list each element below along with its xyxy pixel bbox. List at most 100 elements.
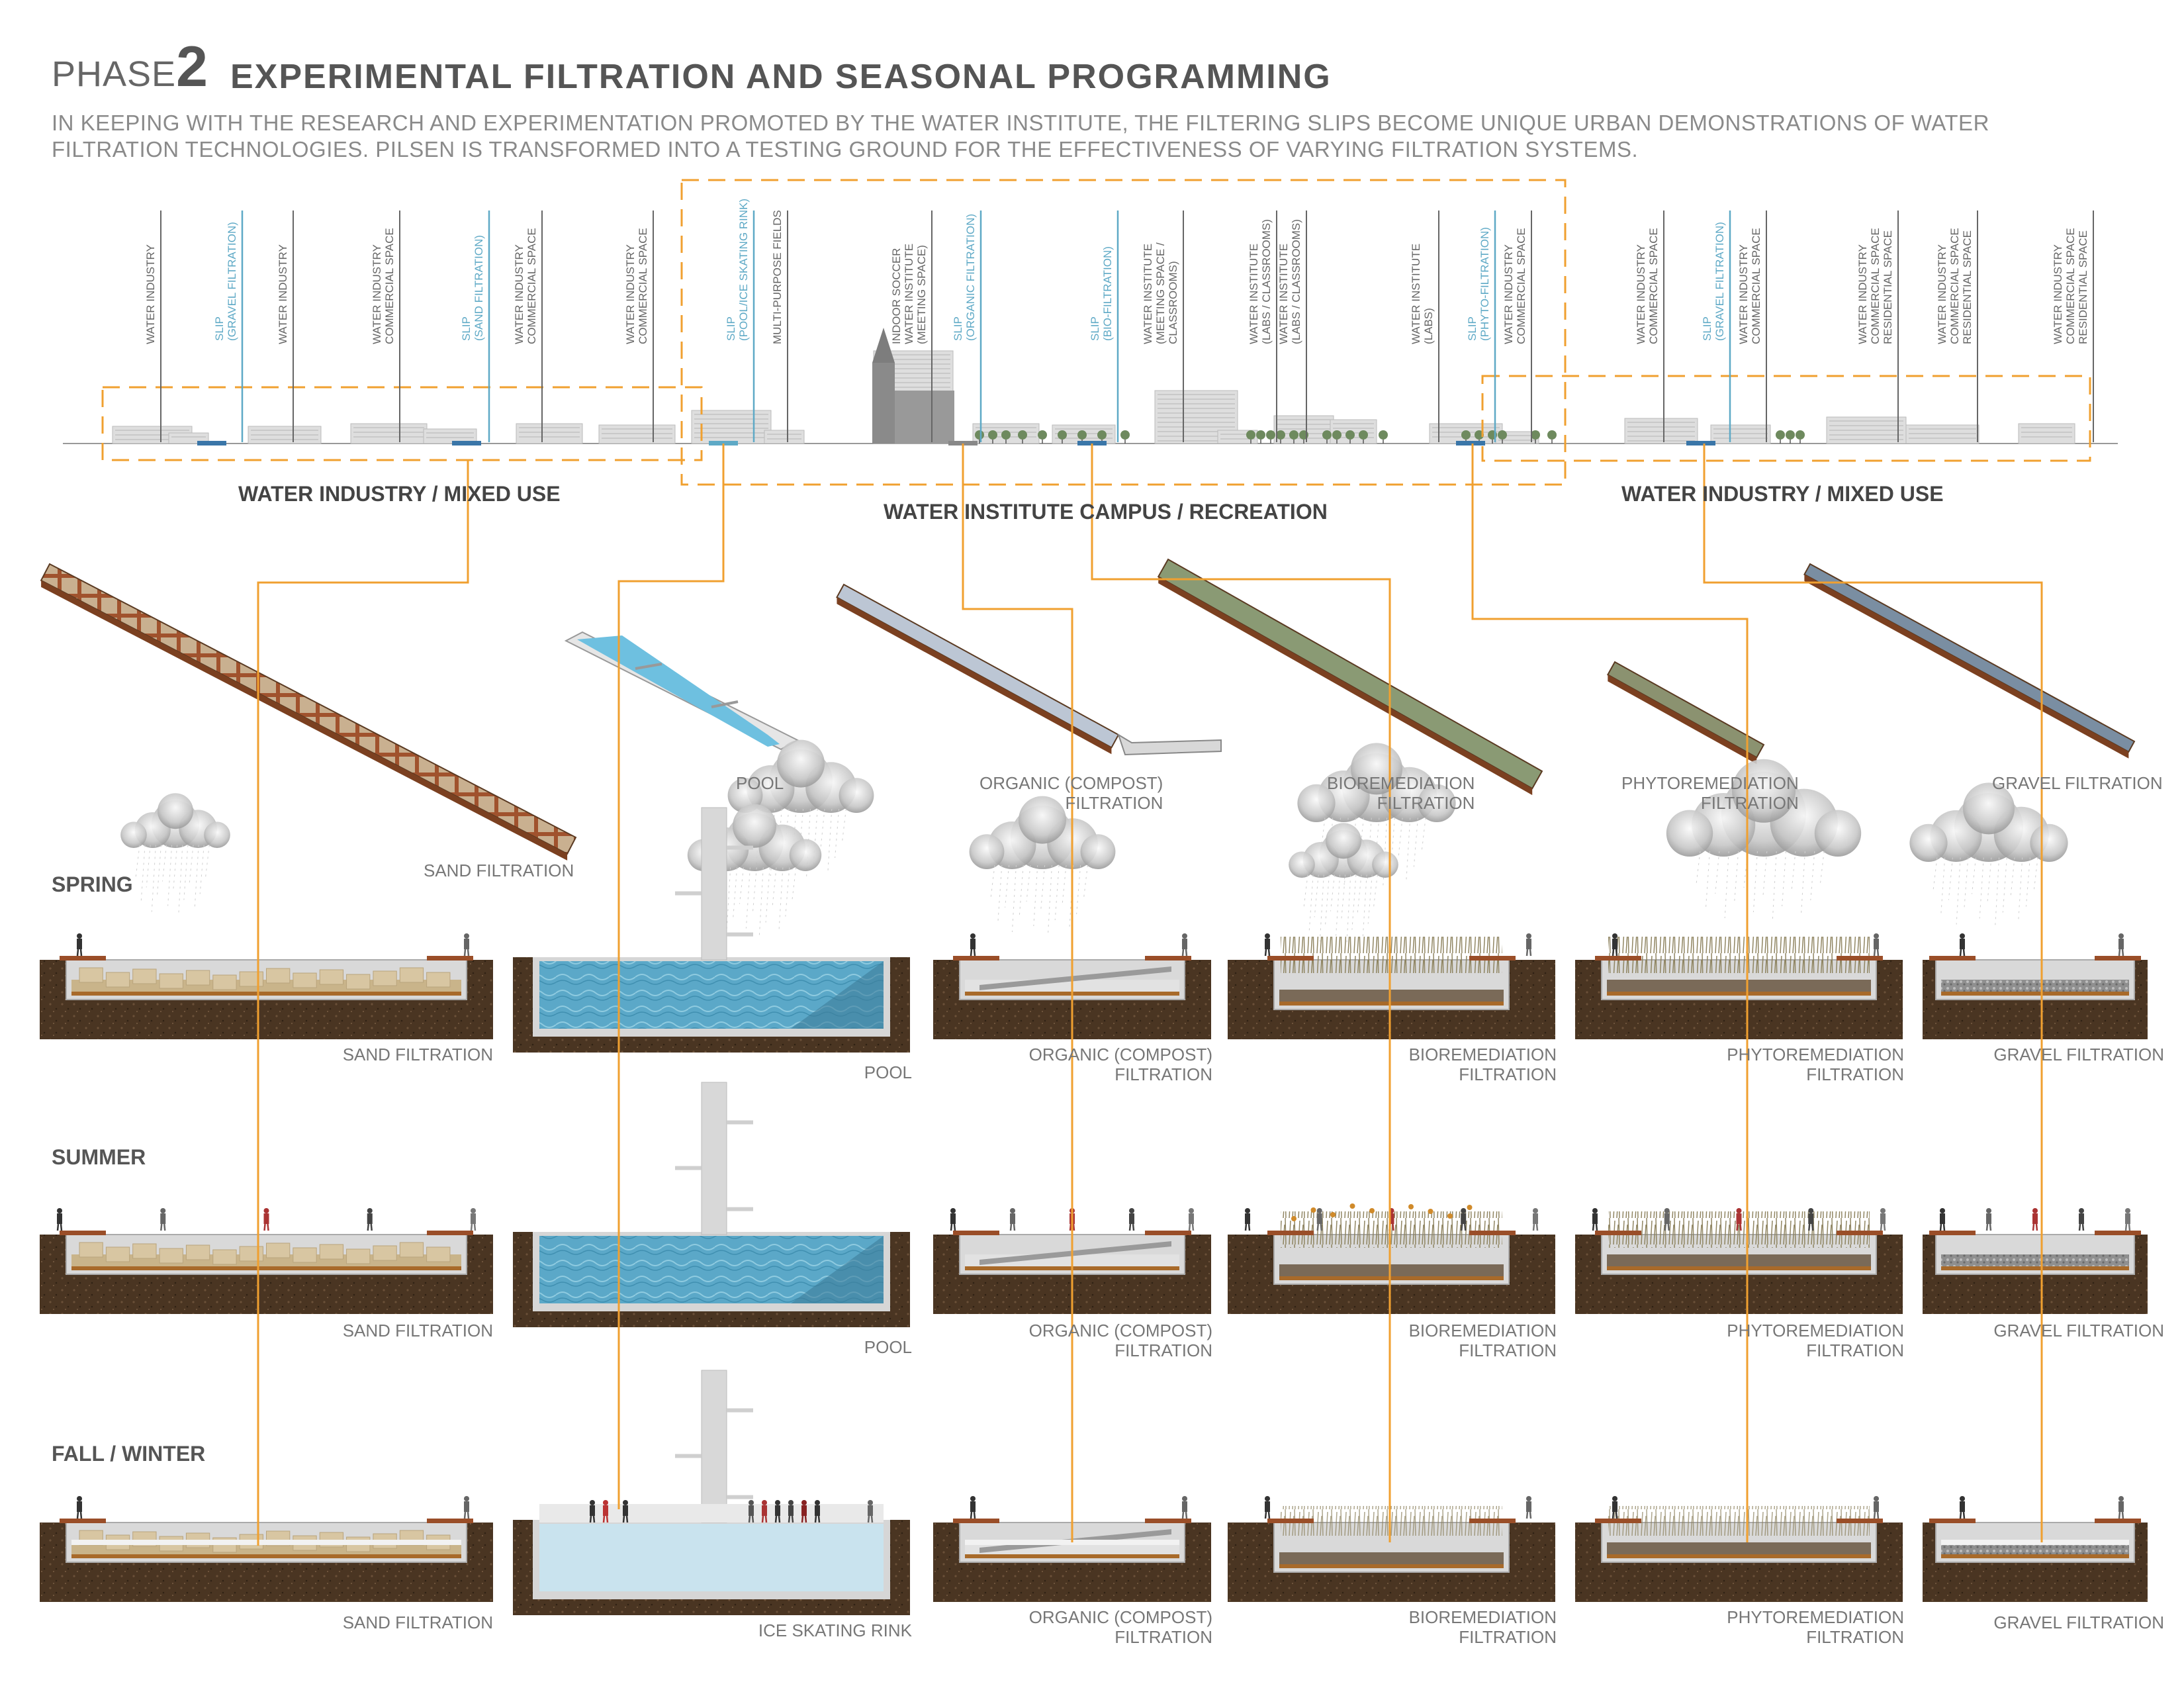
person-figure (367, 1208, 373, 1213)
person-figure-body (471, 1213, 476, 1224)
person-figure (2079, 1208, 2084, 1213)
person-figure-leg (1072, 1223, 1075, 1231)
sand-filter-module (266, 1243, 291, 1258)
section-caption: SAND FILTRATION (342, 1613, 493, 1632)
person-figure-body (1265, 1501, 1270, 1512)
drainage-layer (1279, 1276, 1504, 1280)
steel-edge-plate (953, 1231, 999, 1235)
zone-title-right: WATER INDUSTRY / MIXED USE (1621, 482, 1944, 506)
slip-label: SLIP (GRAVEL FILTRATION) (1701, 222, 1726, 341)
section-caption: GRAVEL FILTRATION (1993, 1613, 2164, 1632)
person-figure-body (749, 1505, 754, 1516)
person-figure-leg (1248, 1223, 1251, 1231)
steel-edge-plate (427, 1231, 473, 1235)
diving-tower (701, 807, 727, 961)
site-slip-marker (1686, 441, 1715, 445)
site-building (350, 423, 428, 444)
section-gravel-spring (1923, 933, 2148, 1039)
person-figure-leg (267, 1223, 269, 1231)
person-figure-body (160, 1213, 166, 1224)
section-caption: SAND FILTRATION (342, 1321, 493, 1340)
steel-edge-plate (1267, 1231, 1314, 1235)
phase-label: PHASE2 (52, 34, 208, 100)
filter-media-layer (1607, 1542, 1871, 1556)
person-figure-body (970, 1501, 976, 1512)
sand-filter-module (346, 1248, 371, 1264)
person-figure-leg (1392, 1223, 1394, 1231)
person-figure-body (1010, 1213, 1015, 1224)
person-figure-leg (1069, 1223, 1072, 1231)
building-label: WATER INDUSTRY COMMERCIAL SPACE (371, 228, 396, 344)
person-figure-leg (970, 1511, 973, 1519)
remediation-planting (1608, 1506, 1870, 1536)
steel-edge-plate (1837, 1231, 1883, 1235)
building-label: MULTI-PURPOSE FIELDS (771, 210, 784, 344)
steel-edge-plate (2095, 956, 2141, 961)
sand-filter-module (79, 967, 103, 983)
section-caption: ORGANIC (COMPOST) FILTRATION (1028, 1607, 1212, 1647)
person-figure-leg (1612, 949, 1615, 957)
building-label: WATER INDUSTRY COMMERCIAL SPACE (1635, 228, 1660, 344)
drainage-layer (71, 1266, 461, 1270)
person-figure-body (1960, 1501, 1965, 1512)
section-gravel-summer (1923, 1208, 2148, 1314)
sand-filter-module (132, 968, 157, 984)
steel-edge-plate (1469, 956, 1516, 961)
site-tree (1097, 430, 1107, 440)
person-figure (868, 1500, 873, 1505)
site-tree (1776, 430, 1785, 440)
section-pool-summer (513, 1082, 910, 1327)
steel-edge-plate (2095, 1519, 2141, 1523)
person-figure (263, 1208, 269, 1213)
person-figure-body (1808, 1213, 1814, 1224)
person-figure (1245, 1208, 1250, 1213)
person-figure-body (2032, 1213, 2038, 1224)
person-figure-body (1960, 939, 1965, 949)
person-figure-leg (1320, 1223, 1322, 1231)
site-slip-marker (709, 441, 738, 445)
slip-label: SLIP (SAND FILTRATION) (460, 235, 485, 341)
site-tree (1322, 430, 1332, 440)
sand-filter-module (212, 974, 237, 990)
steel-edge-plate (60, 956, 106, 961)
person-figure-leg (791, 1515, 794, 1523)
person-figure-leg (163, 1223, 166, 1231)
site-tree (1018, 430, 1027, 440)
section-pool-spring (513, 807, 910, 1053)
slip-label: SLIP (ORGANIC FILTRATION) (952, 213, 977, 341)
steel-edge-plate (1837, 1519, 1883, 1523)
person-figure (970, 933, 976, 939)
person-figure-body (1526, 1501, 1531, 1512)
person-figure-body (1736, 1213, 1742, 1224)
sand-filter-module (293, 1247, 317, 1263)
person-figure-body (1245, 1213, 1250, 1224)
person-figure (590, 1500, 595, 1505)
person-figure-body (868, 1505, 873, 1516)
person-figure-body (1612, 939, 1617, 949)
drainage-layer (1279, 1002, 1504, 1006)
connector-gravel (1703, 444, 2043, 1542)
site-tree (1289, 430, 1298, 440)
person-figure (749, 1500, 754, 1505)
person-figure-leg (2118, 1511, 2121, 1519)
person-figure-body (1461, 1213, 1467, 1224)
connector-pool (617, 444, 725, 1509)
phase-number: 2 (176, 35, 208, 99)
building-label: INDOOR SOCCER WATER INSTITUTE (MEETING S… (890, 243, 928, 344)
site-tree (1246, 430, 1255, 440)
steel-edge-plate (427, 956, 473, 961)
diving-platform (727, 1408, 753, 1413)
sand-filter-module (373, 970, 397, 986)
person-figure-leg (1595, 1223, 1598, 1231)
person-figure-leg (2035, 1223, 2038, 1231)
building-label: WATER INDUSTRY COMMERCIAL SPACE RESIDENT… (1936, 228, 1974, 344)
diving-platform (727, 1207, 753, 1211)
person-figure (1265, 1496, 1270, 1501)
sand-filter-module (426, 972, 451, 988)
person-figure-body (1874, 1501, 1879, 1512)
church-spire (872, 328, 895, 363)
person-figure-leg (2078, 1223, 2081, 1231)
section-gravel-fall-winter (1923, 1496, 2148, 1602)
person-figure (775, 1500, 780, 1505)
axon-slip-phytoremediation-edge (1608, 675, 1757, 765)
